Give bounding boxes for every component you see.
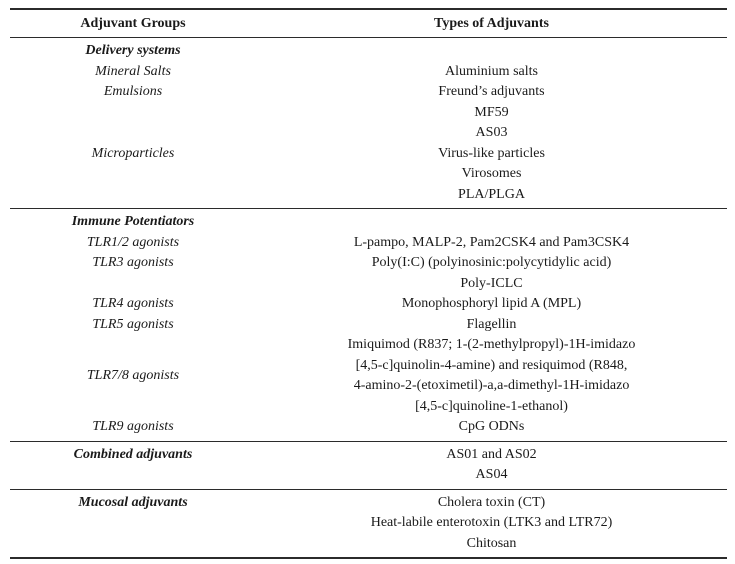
table-top-rule [10, 8, 727, 10]
adjuvant-group-cell [10, 513, 256, 534]
section-delivery-systems: Delivery systems Mineral Salts Aluminium s… [10, 38, 727, 208]
adjuvant-type-cell: L-pampo, MALP-2, Pam2CSK4 and Pam3CSK4 [353, 234, 630, 250]
adjuvant-type-cell: Chitosan [466, 535, 517, 551]
table-row: AS04 [10, 465, 727, 486]
table-row: AS03 [10, 123, 727, 144]
adjuvant-group-cell: Mucosal adjuvants [78, 494, 188, 510]
adjuvant-type-cell: Virus-like particles [438, 145, 545, 161]
table-row: PLA/PLGA [10, 185, 727, 206]
adjuvants-table: Adjuvant Groups Types of Adjuvants Deliv… [10, 8, 727, 559]
adjuvant-group-cell [10, 123, 256, 144]
adjuvant-group-cell [10, 534, 256, 555]
section-mucosal-adjuvants: Mucosal adjuvants Cholera toxin (CT) Heat-… [10, 490, 727, 558]
adjuvant-group-cell: TLR7/8 agonists [86, 367, 180, 383]
adjuvant-group-cell [10, 274, 256, 295]
section-divider-rule [10, 440, 727, 442]
adjuvant-group-cell [10, 185, 256, 206]
section-immune-potentiators: Immune Potentiators TLR1/2 agonists L-pamp… [10, 209, 727, 441]
table-row: Immune Potentiators [10, 212, 727, 233]
table-row: TLR3 agonists Poly(I:C) (polyinosinic:pol… [10, 253, 727, 274]
column-header-types-of-adjuvants: Types of Adjuvants [434, 16, 549, 31]
table-row: TLR9 agonists CpG ODNs [10, 417, 727, 438]
section-divider-rule [10, 208, 727, 209]
adjuvant-group-cell [10, 103, 256, 124]
adjuvant-group-cell: TLR1/2 agonists [86, 234, 180, 250]
adjuvant-type-line: 4-amino-2-(etoximetil)-a,a-dimethyl-1H-i… [353, 378, 630, 393]
adjuvant-group-cell: Microparticles [91, 145, 175, 161]
table-row: Virosomes [10, 164, 727, 185]
table-bottom-rule [10, 557, 727, 559]
table-sections: Delivery systems Mineral Salts Aluminium s… [10, 38, 727, 557]
adjuvant-group-cell: TLR3 agonists [92, 255, 174, 270]
adjuvant-type-cell: Flagellin [466, 316, 517, 332]
table-row: Poly-ICLC [10, 274, 727, 295]
adjuvant-group-cell [10, 465, 256, 486]
adjuvant-type-cell: AS03 [475, 125, 508, 140]
adjuvant-type-cell: Freund’s adjuvants [438, 84, 545, 99]
adjuvant-group-cell: TLR4 agonists [92, 296, 174, 311]
table-row: TLR7/8 agonists Imiquimod (R837; 1-(2-met… [10, 335, 727, 417]
adjuvant-type-cell: Virosomes [461, 166, 522, 181]
adjuvant-group-cell: Delivery systems [85, 43, 181, 58]
adjuvant-type-cell: AS01 and AS02 [446, 446, 537, 462]
adjuvant-type-cell [256, 41, 727, 62]
table-row: Chitosan [10, 534, 727, 555]
table-row: MF59 [10, 103, 727, 124]
adjuvant-group-cell: TLR9 agonists [92, 419, 174, 434]
adjuvant-type-cell: Cholera toxin (CT) [437, 494, 546, 510]
adjuvant-type-line: [4,5-c]quinolin-4-amine) and resiquimod … [355, 357, 628, 373]
adjuvant-type-line: [4,5-c]quinoline-1-ethanol) [415, 398, 568, 414]
adjuvant-type-cell: PLA/PLGA [458, 186, 525, 202]
adjuvant-type-line: Imiquimod (R837; 1-(2-methylpropyl)-1H-i… [347, 337, 636, 352]
column-header-adjuvant-groups: Adjuvant Groups [80, 16, 186, 31]
adjuvant-type-cell: Monophosphoryl lipid A (MPL) [401, 296, 582, 311]
table-row: Delivery systems [10, 41, 727, 62]
adjuvant-type-cell: Poly-ICLC [460, 275, 523, 291]
adjuvant-type-cell: Imiquimod (R837; 1-(2-methylpropyl)-1H-i… [256, 335, 727, 417]
adjuvant-group-cell: TLR5 agonists [92, 316, 174, 332]
adjuvant-type-cell: MF59 [474, 104, 509, 120]
table-row: TLR4 agonists Monophosphoryl lipid A (MPL… [10, 294, 727, 315]
adjuvant-group-cell: Combined adjuvants [73, 446, 193, 462]
adjuvant-group-cell: Immune Potentiators [71, 214, 195, 229]
adjuvant-type-cell: Aluminium salts [445, 63, 538, 79]
section-divider-rule [10, 488, 727, 490]
table-row: Combined adjuvants AS01 and AS02 [10, 445, 727, 466]
adjuvant-type-cell: Heat-labile enterotoxin (LTK3 and LTR72) [370, 515, 613, 530]
adjuvant-group-cell [10, 164, 256, 185]
adjuvant-type-cell: Poly(I:C) (polyinosinic:polycytidylic ac… [371, 255, 612, 270]
table-row: TLR5 agonists Flagellin [10, 315, 727, 336]
adjuvant-group-cell: Emulsions [103, 84, 163, 99]
adjuvant-type-cell: CpG ODNs [458, 419, 525, 434]
table-row: Mucosal adjuvants Cholera toxin (CT) [10, 493, 727, 514]
table-row: Mineral Salts Aluminium salts [10, 62, 727, 83]
adjuvant-type-cell: AS04 [475, 467, 508, 482]
header-bottom-rule [10, 37, 727, 38]
table-row: Emulsions Freund’s adjuvants [10, 82, 727, 103]
adjuvant-group-cell: Mineral Salts [95, 63, 171, 79]
table-row: Heat-labile enterotoxin (LTK3 and LTR72) [10, 513, 727, 534]
table-row: Microparticles Virus-like particles [10, 144, 727, 165]
table-row: TLR1/2 agonists L-pampo, MALP-2, Pam2CSK4… [10, 233, 727, 254]
adjuvant-type-cell [256, 212, 727, 233]
section-combined-adjuvants: Combined adjuvants AS01 and AS02 AS04 [10, 442, 727, 489]
table-header-row: Adjuvant Groups Types of Adjuvants [10, 10, 727, 37]
